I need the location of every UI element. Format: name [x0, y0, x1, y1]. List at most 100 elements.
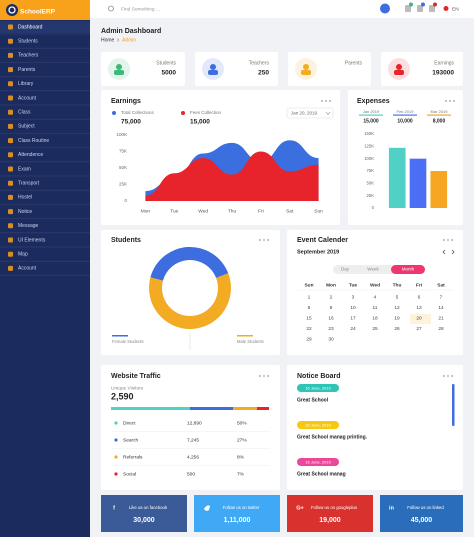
menu-item[interactable]: UI Elements — [18, 237, 46, 243]
calendar-day[interactable]: 6 — [418, 294, 421, 300]
view-button[interactable]: Day — [341, 267, 350, 272]
traffic-share: 50% — [237, 420, 247, 426]
calendar-day[interactable]: 20 — [416, 315, 422, 321]
calendar-day[interactable]: 9 — [330, 305, 333, 311]
social-box[interactable] — [287, 495, 373, 532]
x-tick-label: Fri — [258, 208, 264, 214]
sidebar — [0, 0, 90, 537]
calendar-day[interactable]: 30 — [328, 336, 334, 342]
breadcrumb: Home — [101, 37, 115, 43]
menu-item[interactable]: Notice — [18, 209, 32, 215]
traffic-share: 8% — [237, 454, 245, 460]
menu-active — [0, 21, 90, 33]
calendar-day[interactable]: 23 — [328, 326, 334, 332]
calendar-day[interactable]: 26 — [394, 326, 400, 332]
calendar-day[interactable]: 14 — [438, 305, 444, 311]
menu-item[interactable]: Account — [18, 266, 37, 272]
view-active — [391, 265, 425, 274]
legend-value: 75,000 — [121, 119, 141, 126]
calendar-day[interactable]: 25 — [372, 326, 378, 332]
calendar-day[interactable]: 2 — [330, 294, 333, 300]
menu-item[interactable]: Class — [18, 110, 31, 116]
calendar-day[interactable]: 17 — [350, 315, 356, 321]
calendar-day[interactable]: 16 — [328, 315, 334, 321]
calendar-day[interactable]: 27 — [416, 326, 422, 332]
more-icon — [443, 375, 445, 377]
date-picker[interactable] — [286, 107, 334, 119]
menu-item[interactable]: Class Routine — [18, 138, 49, 144]
menu-item[interactable]: Attendence — [18, 152, 44, 158]
menu-icon — [8, 138, 13, 144]
menu-item[interactable]: Subject — [18, 124, 35, 130]
stat-value: 5000 — [162, 70, 177, 77]
search-input[interactable]: Find Something ... — [121, 6, 160, 12]
calendar-day[interactable]: 29 — [306, 336, 312, 342]
menu-item[interactable]: Map — [18, 252, 28, 258]
calendar-day[interactable]: 1 — [308, 294, 311, 300]
calendar-day[interactable]: 15 — [306, 315, 312, 321]
calendar-day[interactable]: 24 — [350, 326, 356, 332]
menu-item[interactable]: Transport — [18, 181, 40, 187]
traffic-total: 2,590 — [111, 391, 134, 401]
social-label: Follow us on twitter — [223, 505, 260, 510]
calendar-day[interactable]: 7 — [440, 294, 443, 300]
menu-item[interactable]: Dashboard — [18, 24, 43, 30]
card-title: Website Traffic — [111, 373, 161, 380]
menu-item[interactable]: Message — [18, 223, 39, 229]
social-box[interactable] — [380, 495, 463, 532]
menu-item[interactable]: Teachers — [18, 53, 39, 59]
y-tick-label: 0 — [124, 198, 127, 203]
menu-item[interactable]: Parents — [18, 67, 36, 73]
calendar-day[interactable]: 13 — [416, 305, 422, 311]
calendar-day[interactable]: 8 — [308, 305, 311, 311]
calendar-day[interactable]: 18 — [372, 315, 378, 321]
calendar-day[interactable]: 3 — [352, 294, 355, 300]
calendar-day[interactable]: 12 — [394, 305, 400, 311]
weekday: Tue — [349, 282, 358, 288]
more-icon — [451, 375, 453, 377]
next-month[interactable] — [451, 249, 455, 255]
notification-icon[interactable] — [429, 5, 435, 12]
social-box[interactable] — [101, 495, 187, 532]
language[interactable]: EN — [452, 6, 459, 12]
view-button[interactable]: Month — [402, 267, 415, 272]
y-tick-label: 50K — [367, 180, 375, 185]
date-label: Jan 20, 2019 — [291, 111, 318, 116]
more-icon — [267, 239, 269, 241]
more-icon — [263, 239, 265, 241]
menu-item[interactable]: Hostel — [18, 195, 32, 201]
calendar-day[interactable]: 19 — [394, 315, 400, 321]
stat-label: Teachers — [249, 60, 270, 66]
bar — [409, 158, 427, 208]
calendar-day[interactable]: 22 — [306, 326, 312, 332]
social-box[interactable] — [194, 495, 280, 532]
notice-text[interactable]: Great School — [297, 397, 329, 403]
row-dot — [114, 455, 118, 459]
traffic-bar-segment — [190, 407, 233, 410]
traffic-bar-segment — [111, 407, 190, 410]
x-tick-label: Mon — [141, 208, 151, 214]
menu-item[interactable]: Library — [18, 81, 34, 87]
weekday: Fri — [416, 282, 422, 288]
x-tick-label: Tue — [170, 208, 178, 214]
calendar-day[interactable]: 10 — [350, 305, 356, 311]
menu-item[interactable]: Exam — [18, 166, 31, 172]
view-button[interactable]: Week — [367, 267, 379, 272]
more-icon — [321, 100, 323, 102]
menu-item[interactable]: Account — [18, 95, 37, 101]
calendar-day[interactable]: 11 — [373, 305, 378, 311]
bar — [430, 171, 448, 208]
calendar-day[interactable]: 28 — [438, 326, 444, 332]
notification-icon[interactable] — [405, 5, 411, 12]
notice-text[interactable]: Great School manag — [297, 471, 346, 477]
y-tick-label: 100K — [364, 156, 374, 161]
calendar-day[interactable]: 21 — [438, 315, 444, 321]
stat-value: 250 — [258, 70, 269, 77]
social-label: Follow us on googleplus — [311, 505, 357, 510]
notice-text[interactable]: Great School manag printing. — [297, 434, 368, 440]
calendar-day[interactable]: 5 — [396, 294, 399, 300]
notification-icon[interactable] — [417, 5, 423, 12]
calendar-day[interactable]: 4 — [374, 294, 377, 300]
menu-item[interactable]: Students — [18, 39, 38, 45]
prev-month[interactable] — [442, 249, 446, 255]
